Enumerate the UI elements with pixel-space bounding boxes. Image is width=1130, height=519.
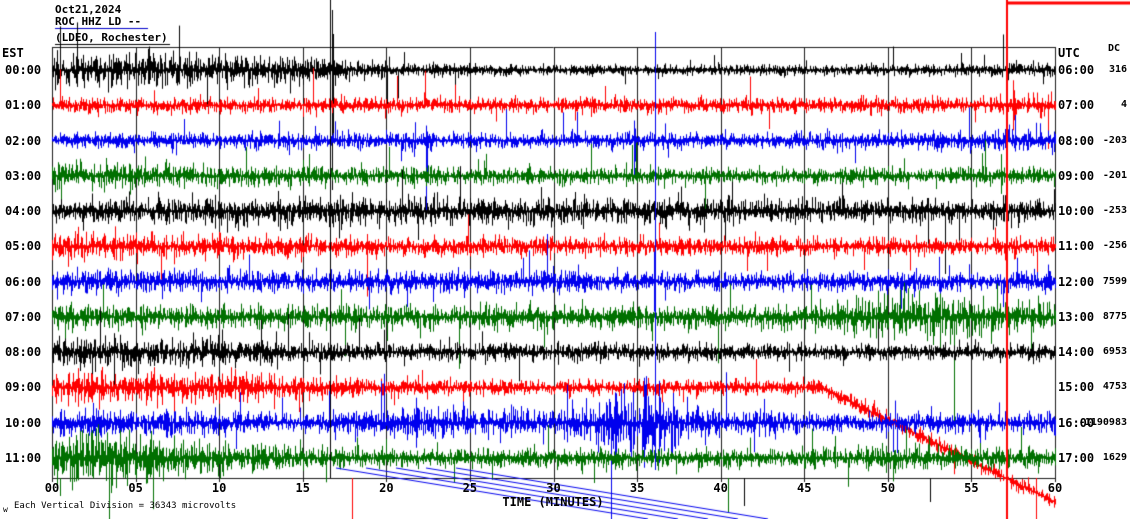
header-location: (LDEO, Rochester)	[55, 31, 168, 44]
est-label: 04:00	[5, 204, 42, 219]
right-timezone-label: UTC	[1058, 46, 1080, 60]
est-label: 01:00	[5, 98, 42, 113]
est-label: 03:00	[5, 168, 42, 183]
dc-value: -256	[1102, 240, 1127, 252]
utc-label: 15:00	[1058, 380, 1095, 395]
header-date: Oct21,2024	[55, 3, 122, 16]
header-station: ROC HHZ LD --	[55, 15, 142, 28]
est-label: 06:00	[5, 274, 42, 289]
utc-label: 06:00	[1058, 63, 1095, 77]
utc-label: 12:00	[1058, 274, 1095, 289]
x-tick: 05	[128, 481, 143, 495]
x-tick: 10	[211, 481, 227, 495]
est-label: 05:00	[5, 239, 42, 254]
x-tick: 20	[379, 481, 394, 495]
est-label: 02:00	[5, 133, 42, 148]
utc-label: 07:00	[1058, 98, 1095, 113]
x-tick: 15	[295, 481, 310, 495]
utc-label: 14:00	[1058, 345, 1095, 360]
x-tick: 45	[797, 481, 812, 495]
dc-value: 4753	[1102, 381, 1127, 393]
est-label: 00:00	[5, 63, 42, 77]
dc-value: 4	[1120, 99, 1127, 111]
x-tick: 30	[546, 481, 561, 495]
x-tick: 25	[462, 481, 478, 495]
x-tick: 35	[629, 481, 645, 495]
x-tick: 55	[964, 481, 979, 495]
dc-value: 316	[1108, 64, 1127, 75]
dc-value: -201	[1102, 169, 1127, 181]
utc-label: 13:00	[1058, 309, 1095, 324]
footnote: Each Vertical Division = 36343 microvolt…	[14, 501, 237, 511]
utc-label: 10:00	[1058, 204, 1095, 219]
dc-value: 7599	[1102, 275, 1127, 287]
est-label: 09:00	[5, 380, 42, 395]
utc-label: 08:00	[1058, 133, 1095, 148]
left-timezone-label: EST	[2, 46, 24, 60]
dc-value: -253	[1102, 205, 1127, 217]
est-label: 08:00	[5, 345, 42, 360]
utc-label: 16:00	[1058, 415, 1095, 430]
dc-value: -203	[1102, 134, 1127, 146]
corner-mark: w	[3, 505, 8, 514]
x-tick: 00	[44, 481, 60, 495]
x-tick: 40	[713, 481, 728, 495]
x-tick: 60	[1047, 481, 1063, 495]
utc-label: 09:00	[1058, 168, 1095, 183]
dc-value: 6953	[1102, 346, 1127, 358]
dc-column-label: DC	[1107, 43, 1120, 54]
x-axis-title: TIME (MINUTES)	[502, 495, 604, 509]
est-label: 10:00	[5, 415, 42, 430]
utc-label: 17:00	[1058, 451, 1095, 465]
dc-value: 1629	[1102, 452, 1127, 463]
est-label: 07:00	[5, 309, 42, 324]
dc-value: 8775	[1102, 310, 1127, 322]
est-label: 11:00	[5, 451, 42, 465]
dc-value: -1190983	[1078, 416, 1127, 428]
x-tick: 50	[880, 481, 896, 495]
utc-label: 11:00	[1058, 239, 1095, 254]
